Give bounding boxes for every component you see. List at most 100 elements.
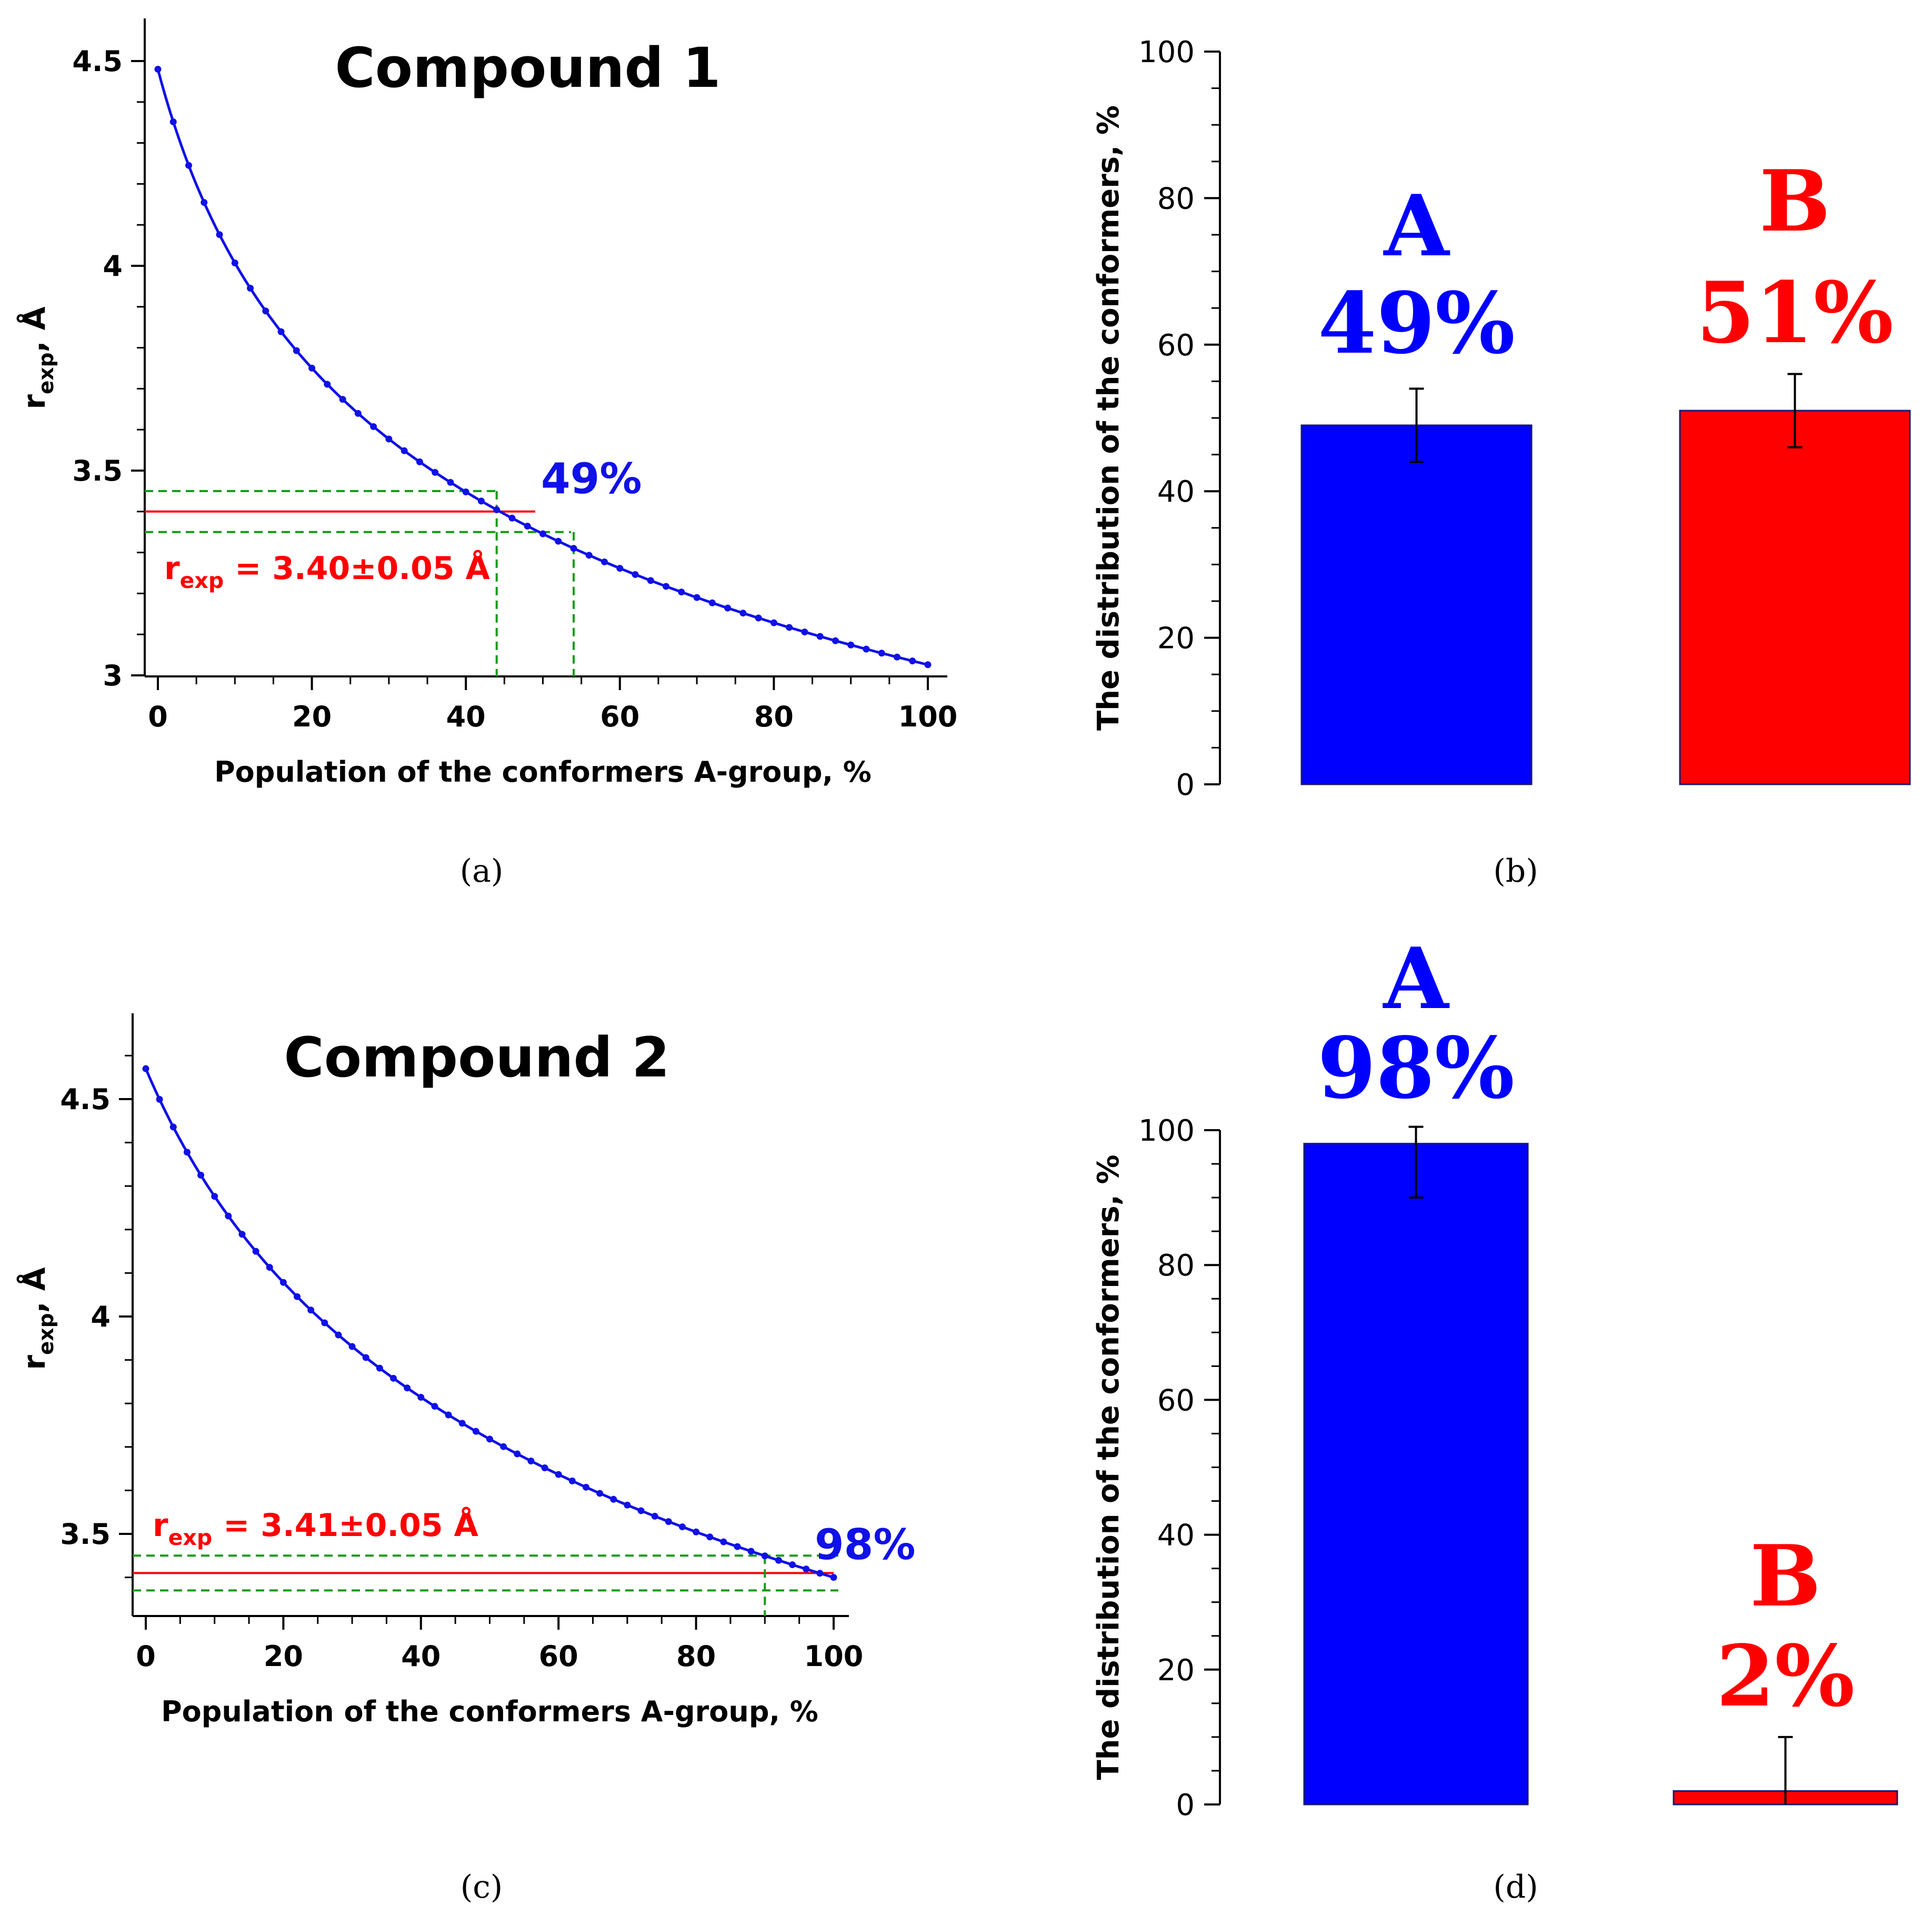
data-point [708,599,716,606]
data-point [789,1561,796,1569]
data-point [801,629,808,636]
data-point [362,1354,369,1361]
panel-label: (c) [461,1869,503,1906]
data-point [761,1552,768,1560]
data-point [527,1457,535,1464]
x-axis-title: Population of the conformers A-group, % [161,1695,818,1728]
y-tick-label: 100 [1138,35,1195,69]
data-point [514,1450,521,1458]
data-point [747,1548,755,1555]
data-point [720,1538,727,1545]
y-tick-label: 4 [91,1300,111,1333]
y-tick-label: 80 [1157,182,1195,216]
data-point [142,1065,149,1072]
data-point [693,594,700,601]
data-point [390,1374,397,1382]
data-point [555,1471,562,1478]
experimental-value-label-tail: = 3.40±0.05 Å [224,550,490,587]
data-point [624,1501,631,1509]
y-axis-title-main: r [16,1355,52,1370]
experimental-value-label-sub: exp [168,1525,213,1550]
data-point [832,637,839,644]
y-tick-label: 4.5 [72,45,123,78]
data-point [663,583,670,590]
data-point [266,1264,273,1271]
y-axis-title: rexp, Å [16,1267,58,1370]
y-tick-label: 3.5 [72,454,123,487]
data-point [458,1420,466,1427]
x-tick-label: 100 [898,700,958,733]
y-tick-label: 20 [1157,1653,1195,1688]
bar-a [1303,1143,1529,1806]
data-point [279,1279,287,1286]
data-point [755,614,762,622]
data-point [252,1248,259,1255]
data-point [816,1570,824,1577]
data-point [231,260,238,267]
y-axis-title: The distribution of the conformers, % [1092,105,1126,731]
chart-title: Compound 1 [335,36,720,100]
data-point [262,307,269,315]
y-axis-title-sub: exp [35,1313,58,1355]
data-point [500,1443,507,1450]
data-point [693,1528,700,1535]
data-point [348,1343,356,1350]
data-point [169,1123,177,1131]
x-tick-label: 100 [804,1640,864,1673]
data-point [431,1403,438,1410]
panel-label: (b) [1493,853,1538,890]
data-point [321,1319,328,1326]
y-axis-title-main: r [16,394,52,410]
x-tick-label: 80 [754,700,794,733]
data-point [416,458,423,465]
value-label-b: 2% [1716,1627,1855,1725]
data-point [385,435,393,443]
x-tick-label: 40 [401,1640,441,1673]
data-point [637,1507,645,1514]
x-tick-label: 20 [292,700,332,733]
data-point [678,589,685,596]
data-point [570,545,577,552]
panel-label: (d) [1493,1869,1538,1906]
data-point [803,1565,810,1573]
x-axis-title: Population of the conformers A-group, % [214,755,872,789]
data-point [354,410,362,417]
data-point [183,1149,191,1156]
data-point [308,364,316,372]
panel-c-line-chart: 0 20 40 60 80 100 3.5 4 4.5 Population of the con… [16,1013,915,1906]
result-percent-label: 49% [541,454,642,503]
experimental-value-label-sub: exp [180,568,224,593]
data-point [775,1557,782,1564]
data-point [238,1231,246,1238]
data-point [582,1483,589,1491]
value-label-a: 98% [1317,1019,1515,1118]
data-point [445,1411,452,1419]
category-label-b: B [1750,1527,1821,1625]
data-point [462,488,469,496]
y-tick-label: 3 [103,659,123,692]
data-point [665,1518,672,1525]
y-tick-label: 4.5 [60,1083,111,1116]
panel-label: (a) [460,853,504,890]
x-tick-label: 60 [539,1640,578,1673]
y-tick-label: 80 [1157,1249,1195,1283]
data-point [293,347,300,354]
data-point [294,1293,301,1300]
y-axis-title-tail: , Å [16,306,52,352]
data-point [508,514,516,522]
x-tick-label: 60 [600,700,639,733]
data-point [596,1490,604,1497]
category-label-a: A [1382,929,1449,1028]
data-point [909,657,916,665]
bar-a [1300,424,1533,785]
value-label-a: 49% [1318,274,1515,373]
data-point [335,1331,342,1339]
y-tick-label: 40 [1157,1519,1195,1553]
data-point [847,641,855,649]
data-point [211,1193,218,1200]
y-tick-label: 4 [103,250,123,283]
data-point [197,1172,205,1179]
category-label-b: B [1759,152,1830,251]
